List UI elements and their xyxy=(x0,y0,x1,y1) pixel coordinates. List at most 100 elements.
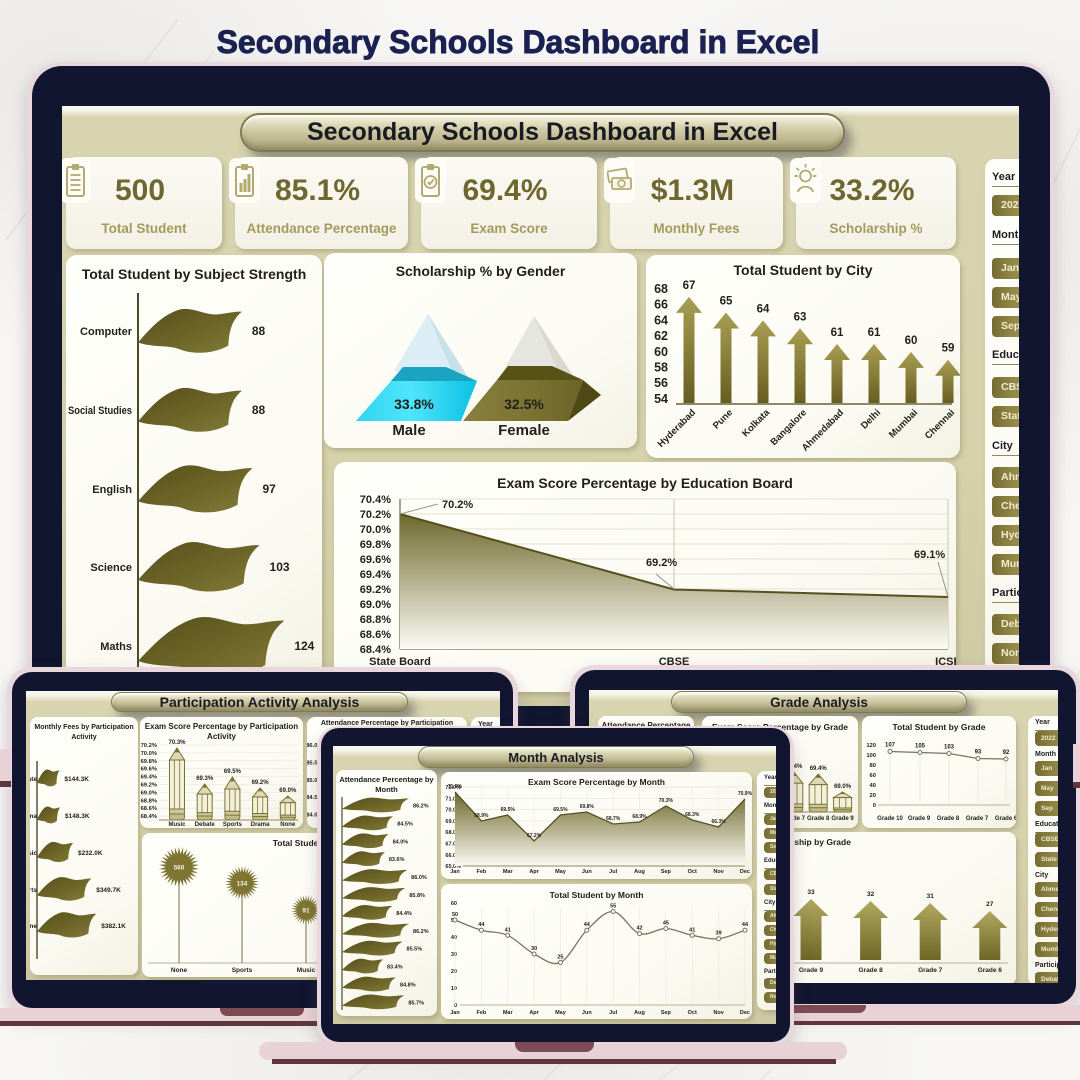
svg-text:20: 20 xyxy=(870,793,876,799)
svg-text:Nov: Nov xyxy=(713,1010,724,1016)
svg-text:70.0%: 70.0% xyxy=(141,751,157,757)
svg-text:State Board: State Board xyxy=(369,656,431,668)
svg-text:84.0%: 84.0% xyxy=(393,839,409,845)
svg-text:100: 100 xyxy=(866,753,876,759)
svg-text:84.0: 84.0 xyxy=(307,813,318,819)
svg-text:Grade 6: Grade 6 xyxy=(978,967,1003,974)
svg-text:124: 124 xyxy=(294,639,314,653)
svg-text:Apr: Apr xyxy=(529,869,539,875)
svg-text:31: 31 xyxy=(927,893,935,900)
svg-text:69.6%: 69.6% xyxy=(360,554,391,566)
svg-text:69.4%: 69.4% xyxy=(785,764,803,770)
svg-text:85.5: 85.5 xyxy=(307,760,318,766)
svg-text:61: 61 xyxy=(831,327,844,339)
svg-text:69.8%: 69.8% xyxy=(580,804,595,810)
svg-text:30: 30 xyxy=(451,952,457,958)
svg-text:Grade 9: Grade 9 xyxy=(799,967,824,974)
svg-text:85.5%: 85.5% xyxy=(407,947,423,953)
svg-text:69.2%: 69.2% xyxy=(360,584,391,596)
svg-text:Sports: Sports xyxy=(30,887,37,894)
svg-text:Dec: Dec xyxy=(740,869,750,875)
svg-text:69.0%: 69.0% xyxy=(445,819,461,825)
svg-text:86.2%: 86.2% xyxy=(413,929,429,935)
svg-text:Aug: Aug xyxy=(634,1010,645,1016)
svg-text:70.2%: 70.2% xyxy=(360,509,391,521)
svg-text:70.4%: 70.4% xyxy=(360,494,391,506)
svg-text:Jul: Jul xyxy=(609,869,617,875)
svg-text:Jun: Jun xyxy=(582,1010,592,1016)
svg-text:Grade 9: Grade 9 xyxy=(908,816,931,822)
svg-text:85.7%: 85.7% xyxy=(408,1000,424,1006)
svg-text:Mar: Mar xyxy=(503,869,514,875)
svg-text:68.4%: 68.4% xyxy=(360,644,391,656)
svg-text:$148.3K: $148.3K xyxy=(65,813,90,820)
svg-text:560: 560 xyxy=(174,865,185,872)
svg-text:68.6%: 68.6% xyxy=(141,806,157,812)
svg-text:45: 45 xyxy=(663,921,669,927)
svg-text:Sep: Sep xyxy=(661,869,672,875)
svg-text:Feb: Feb xyxy=(476,869,486,875)
svg-text:70.0%: 70.0% xyxy=(445,808,461,814)
svg-text:56: 56 xyxy=(654,376,668,390)
svg-text:65: 65 xyxy=(720,296,733,308)
svg-text:69.6%: 69.6% xyxy=(141,767,157,773)
svg-text:91: 91 xyxy=(302,908,310,915)
svg-text:103: 103 xyxy=(270,560,290,574)
svg-text:Kolkata: Kolkata xyxy=(740,407,773,440)
svg-text:64: 64 xyxy=(757,303,770,315)
svg-text:85.0: 85.0 xyxy=(307,778,318,784)
svg-text:Aug: Aug xyxy=(634,869,645,875)
svg-text:50: 50 xyxy=(452,912,458,918)
svg-text:20: 20 xyxy=(451,969,457,975)
svg-text:70.3%: 70.3% xyxy=(659,798,674,804)
svg-text:70.2%: 70.2% xyxy=(141,743,157,749)
svg-text:Grade 6: Grade 6 xyxy=(995,816,1016,822)
svg-text:44: 44 xyxy=(584,922,591,928)
svg-text:69.8%: 69.8% xyxy=(360,539,391,551)
svg-text:69.5%: 69.5% xyxy=(501,807,516,813)
svg-text:84.5: 84.5 xyxy=(307,795,318,801)
svg-text:Oct: Oct xyxy=(688,869,697,875)
svg-text:83.6%: 83.6% xyxy=(389,857,405,863)
svg-text:English: English xyxy=(92,484,132,496)
svg-text:84.8%: 84.8% xyxy=(400,983,416,989)
svg-text:Grade 8: Grade 8 xyxy=(858,967,883,974)
svg-text:66: 66 xyxy=(654,298,668,312)
svg-text:62: 62 xyxy=(654,329,668,343)
svg-text:Drama: Drama xyxy=(30,813,37,820)
svg-text:85.8%: 85.8% xyxy=(409,893,425,899)
svg-text:Feb: Feb xyxy=(476,1010,486,1016)
svg-text:69.2%: 69.2% xyxy=(141,783,157,789)
svg-text:Jan: Jan xyxy=(450,869,460,875)
svg-text:27: 27 xyxy=(986,901,994,908)
svg-text:Oct: Oct xyxy=(688,1010,697,1016)
svg-text:67.0%: 67.0% xyxy=(445,842,461,848)
svg-text:40: 40 xyxy=(451,935,457,941)
svg-text:60: 60 xyxy=(451,901,457,907)
svg-text:120: 120 xyxy=(866,743,876,749)
svg-text:Hyderabad: Hyderabad xyxy=(656,407,699,450)
svg-text:69.3%: 69.3% xyxy=(196,776,214,782)
svg-text:67.2%: 67.2% xyxy=(527,833,542,839)
svg-text:70.3%: 70.3% xyxy=(168,740,186,746)
svg-text:68.9%: 68.9% xyxy=(474,813,489,819)
svg-text:61: 61 xyxy=(868,327,881,339)
svg-text:10: 10 xyxy=(451,986,457,992)
svg-text:63: 63 xyxy=(794,311,807,323)
svg-text:72.0%: 72.0% xyxy=(445,785,461,791)
svg-text:105: 105 xyxy=(915,744,926,750)
svg-text:$144.3K: $144.3K xyxy=(64,776,89,783)
svg-text:Grade 8: Grade 8 xyxy=(807,816,830,822)
svg-text:68.7%: 68.7% xyxy=(606,816,621,822)
svg-text:66.0%: 66.0% xyxy=(445,853,461,859)
svg-text:32: 32 xyxy=(867,891,875,898)
svg-text:68.4%: 68.4% xyxy=(141,814,157,820)
svg-text:Mumbai: Mumbai xyxy=(887,407,920,440)
svg-text:Grade 7: Grade 7 xyxy=(783,816,806,822)
svg-text:44: 44 xyxy=(742,922,749,928)
svg-text:Science: Science xyxy=(90,562,132,574)
svg-text:69.0%: 69.0% xyxy=(141,790,157,796)
svg-text:71.0%: 71.0% xyxy=(445,796,461,802)
svg-text:65.0%: 65.0% xyxy=(445,864,461,870)
svg-text:$382.1K: $382.1K xyxy=(101,923,126,930)
